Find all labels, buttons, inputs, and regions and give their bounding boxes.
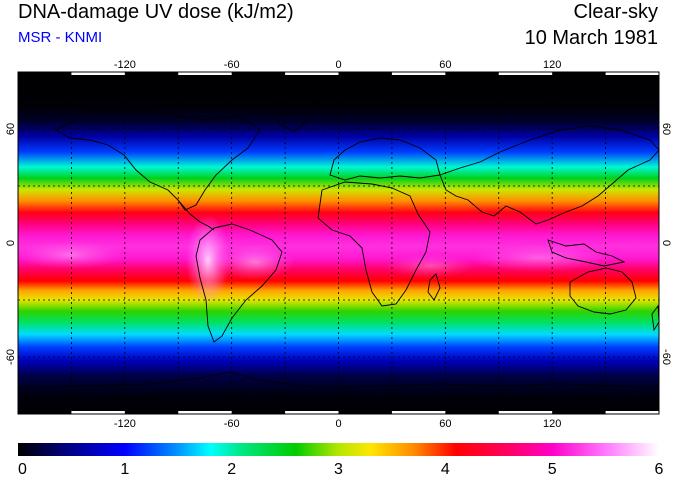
amazon-band bbox=[215, 244, 295, 280]
madagascar-coast bbox=[427, 273, 441, 301]
top-edge-tick bbox=[605, 72, 659, 75]
colorbar-tick-label: 3 bbox=[334, 461, 343, 478]
australia-coast bbox=[569, 267, 637, 315]
top-edge-tick bbox=[71, 72, 125, 75]
graticule bbox=[18, 72, 659, 414]
lon-label-bottom: 60 bbox=[439, 418, 451, 430]
longitude-labels: -120 -120 -60 -60 0 0 60 60 120 120 bbox=[114, 59, 562, 430]
lat-label-left: 0 bbox=[5, 240, 17, 246]
map-frame bbox=[17, 71, 660, 415]
lon-label-bottom: -60 bbox=[224, 418, 240, 430]
africa-band bbox=[385, 254, 475, 278]
colorbar-tick-label: 4 bbox=[441, 461, 450, 478]
source-label: MSR - KNMI bbox=[18, 29, 103, 46]
new-zealand-coast bbox=[651, 304, 659, 332]
lon-label-bottom: 0 bbox=[335, 418, 341, 430]
lat-label-left: 60 bbox=[5, 123, 17, 135]
lat-label-right: 0 bbox=[660, 240, 672, 246]
europe-coast bbox=[329, 137, 441, 181]
bottom-edge-tick bbox=[605, 411, 659, 414]
andes-hotspot bbox=[186, 215, 230, 305]
edge-tick-bars bbox=[71, 72, 659, 414]
latitude-labels: -60 -60 0 0 60 60 bbox=[5, 123, 672, 365]
lon-label-top: 60 bbox=[439, 59, 451, 71]
top-edge-tick bbox=[178, 72, 232, 75]
central-america-coast bbox=[177, 199, 215, 231]
bottom-edge-tick bbox=[391, 411, 446, 414]
lon-label-top: 0 bbox=[335, 59, 341, 71]
colorbar-tick-label: 1 bbox=[120, 461, 129, 478]
colorbar-tick-label: 0 bbox=[18, 461, 27, 478]
colorbar-labels: 0 1 2 3 4 5 6 bbox=[18, 461, 664, 478]
indian-band bbox=[470, 244, 610, 272]
sky-condition-label: Clear-sky bbox=[573, 1, 658, 23]
map-title: DNA-damage UV dose (kJ/m2) bbox=[18, 1, 294, 23]
pacific-band-a bbox=[18, 241, 125, 269]
greenland-coast bbox=[269, 89, 319, 133]
lat-label-left: -60 bbox=[5, 349, 17, 365]
lat-label-right: -60 bbox=[660, 349, 672, 365]
colorbar-tick-label: 5 bbox=[548, 461, 557, 478]
bottom-edge-tick bbox=[178, 411, 232, 414]
date-label: 10 March 1981 bbox=[524, 27, 658, 49]
antarctica-coast bbox=[18, 371, 659, 389]
top-edge-tick bbox=[391, 72, 446, 75]
lon-label-bottom: -120 bbox=[114, 418, 136, 430]
bottom-edge-tick bbox=[498, 411, 553, 414]
lon-label-top: 120 bbox=[543, 59, 561, 71]
top-edge-tick bbox=[498, 72, 553, 75]
indonesia-coast bbox=[547, 239, 626, 267]
lon-label-bottom: 120 bbox=[543, 418, 561, 430]
colorbar-tick-label: 6 bbox=[655, 461, 664, 478]
colorbar-tick-label: 2 bbox=[227, 461, 236, 478]
lon-label-top: -60 bbox=[224, 59, 240, 71]
lon-label-top: -120 bbox=[114, 59, 136, 71]
bottom-edge-tick bbox=[71, 411, 125, 414]
north-america-coast bbox=[55, 107, 261, 211]
colorbar bbox=[18, 443, 659, 456]
top-edge-tick bbox=[285, 72, 339, 75]
lat-label-right: 60 bbox=[660, 123, 672, 135]
bottom-edge-tick bbox=[285, 411, 339, 414]
asia-coast bbox=[439, 125, 659, 225]
